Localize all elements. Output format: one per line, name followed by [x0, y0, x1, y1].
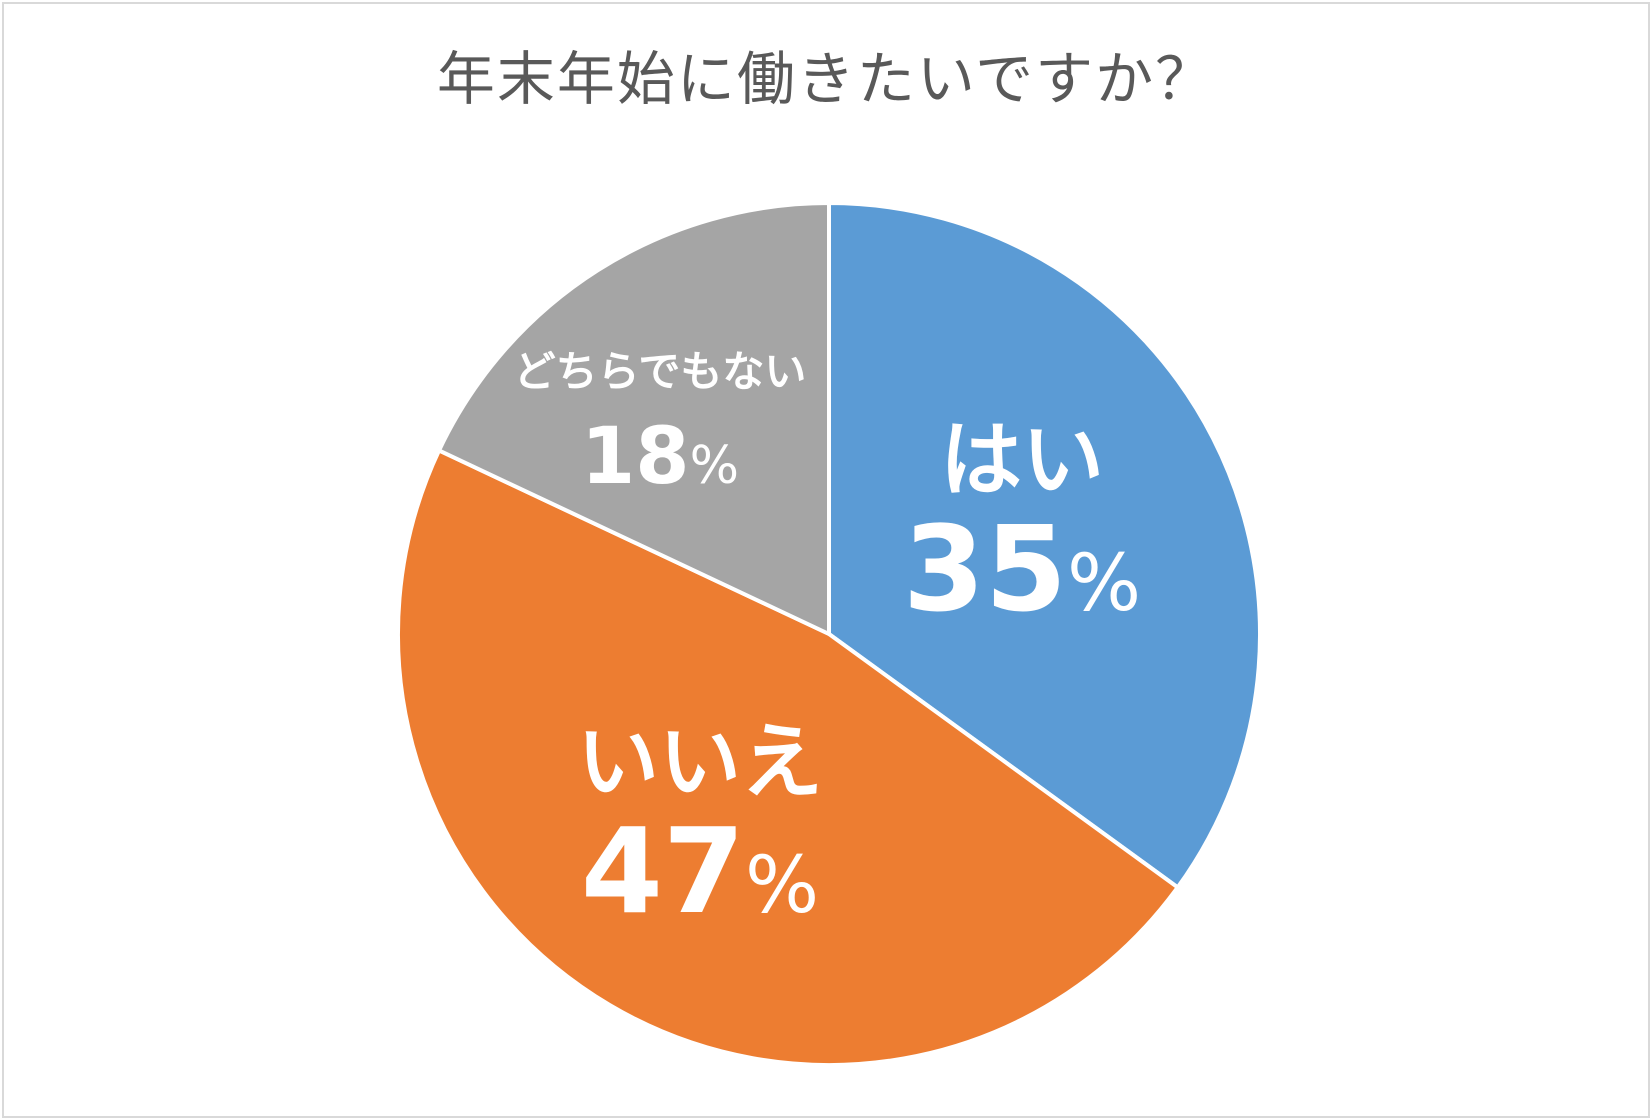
slice-label-name-1: はい: [940, 413, 1104, 508]
slice-label-value-1: 35%: [903, 500, 1141, 638]
pie-slice-3: [437, 201, 831, 636]
slice-label-value-3: 18%: [581, 412, 739, 502]
slice-label-name-2: いいえ: [577, 715, 823, 810]
pie-slice-2: [395, 448, 1180, 1067]
slice-label-name-3: どちらでもない: [514, 347, 807, 396]
pie-slice-1: [827, 201, 1262, 890]
slice-label-value-2: 47%: [581, 802, 819, 940]
chart-title: 年末年始に働きたいですか？: [436, 45, 1216, 113]
